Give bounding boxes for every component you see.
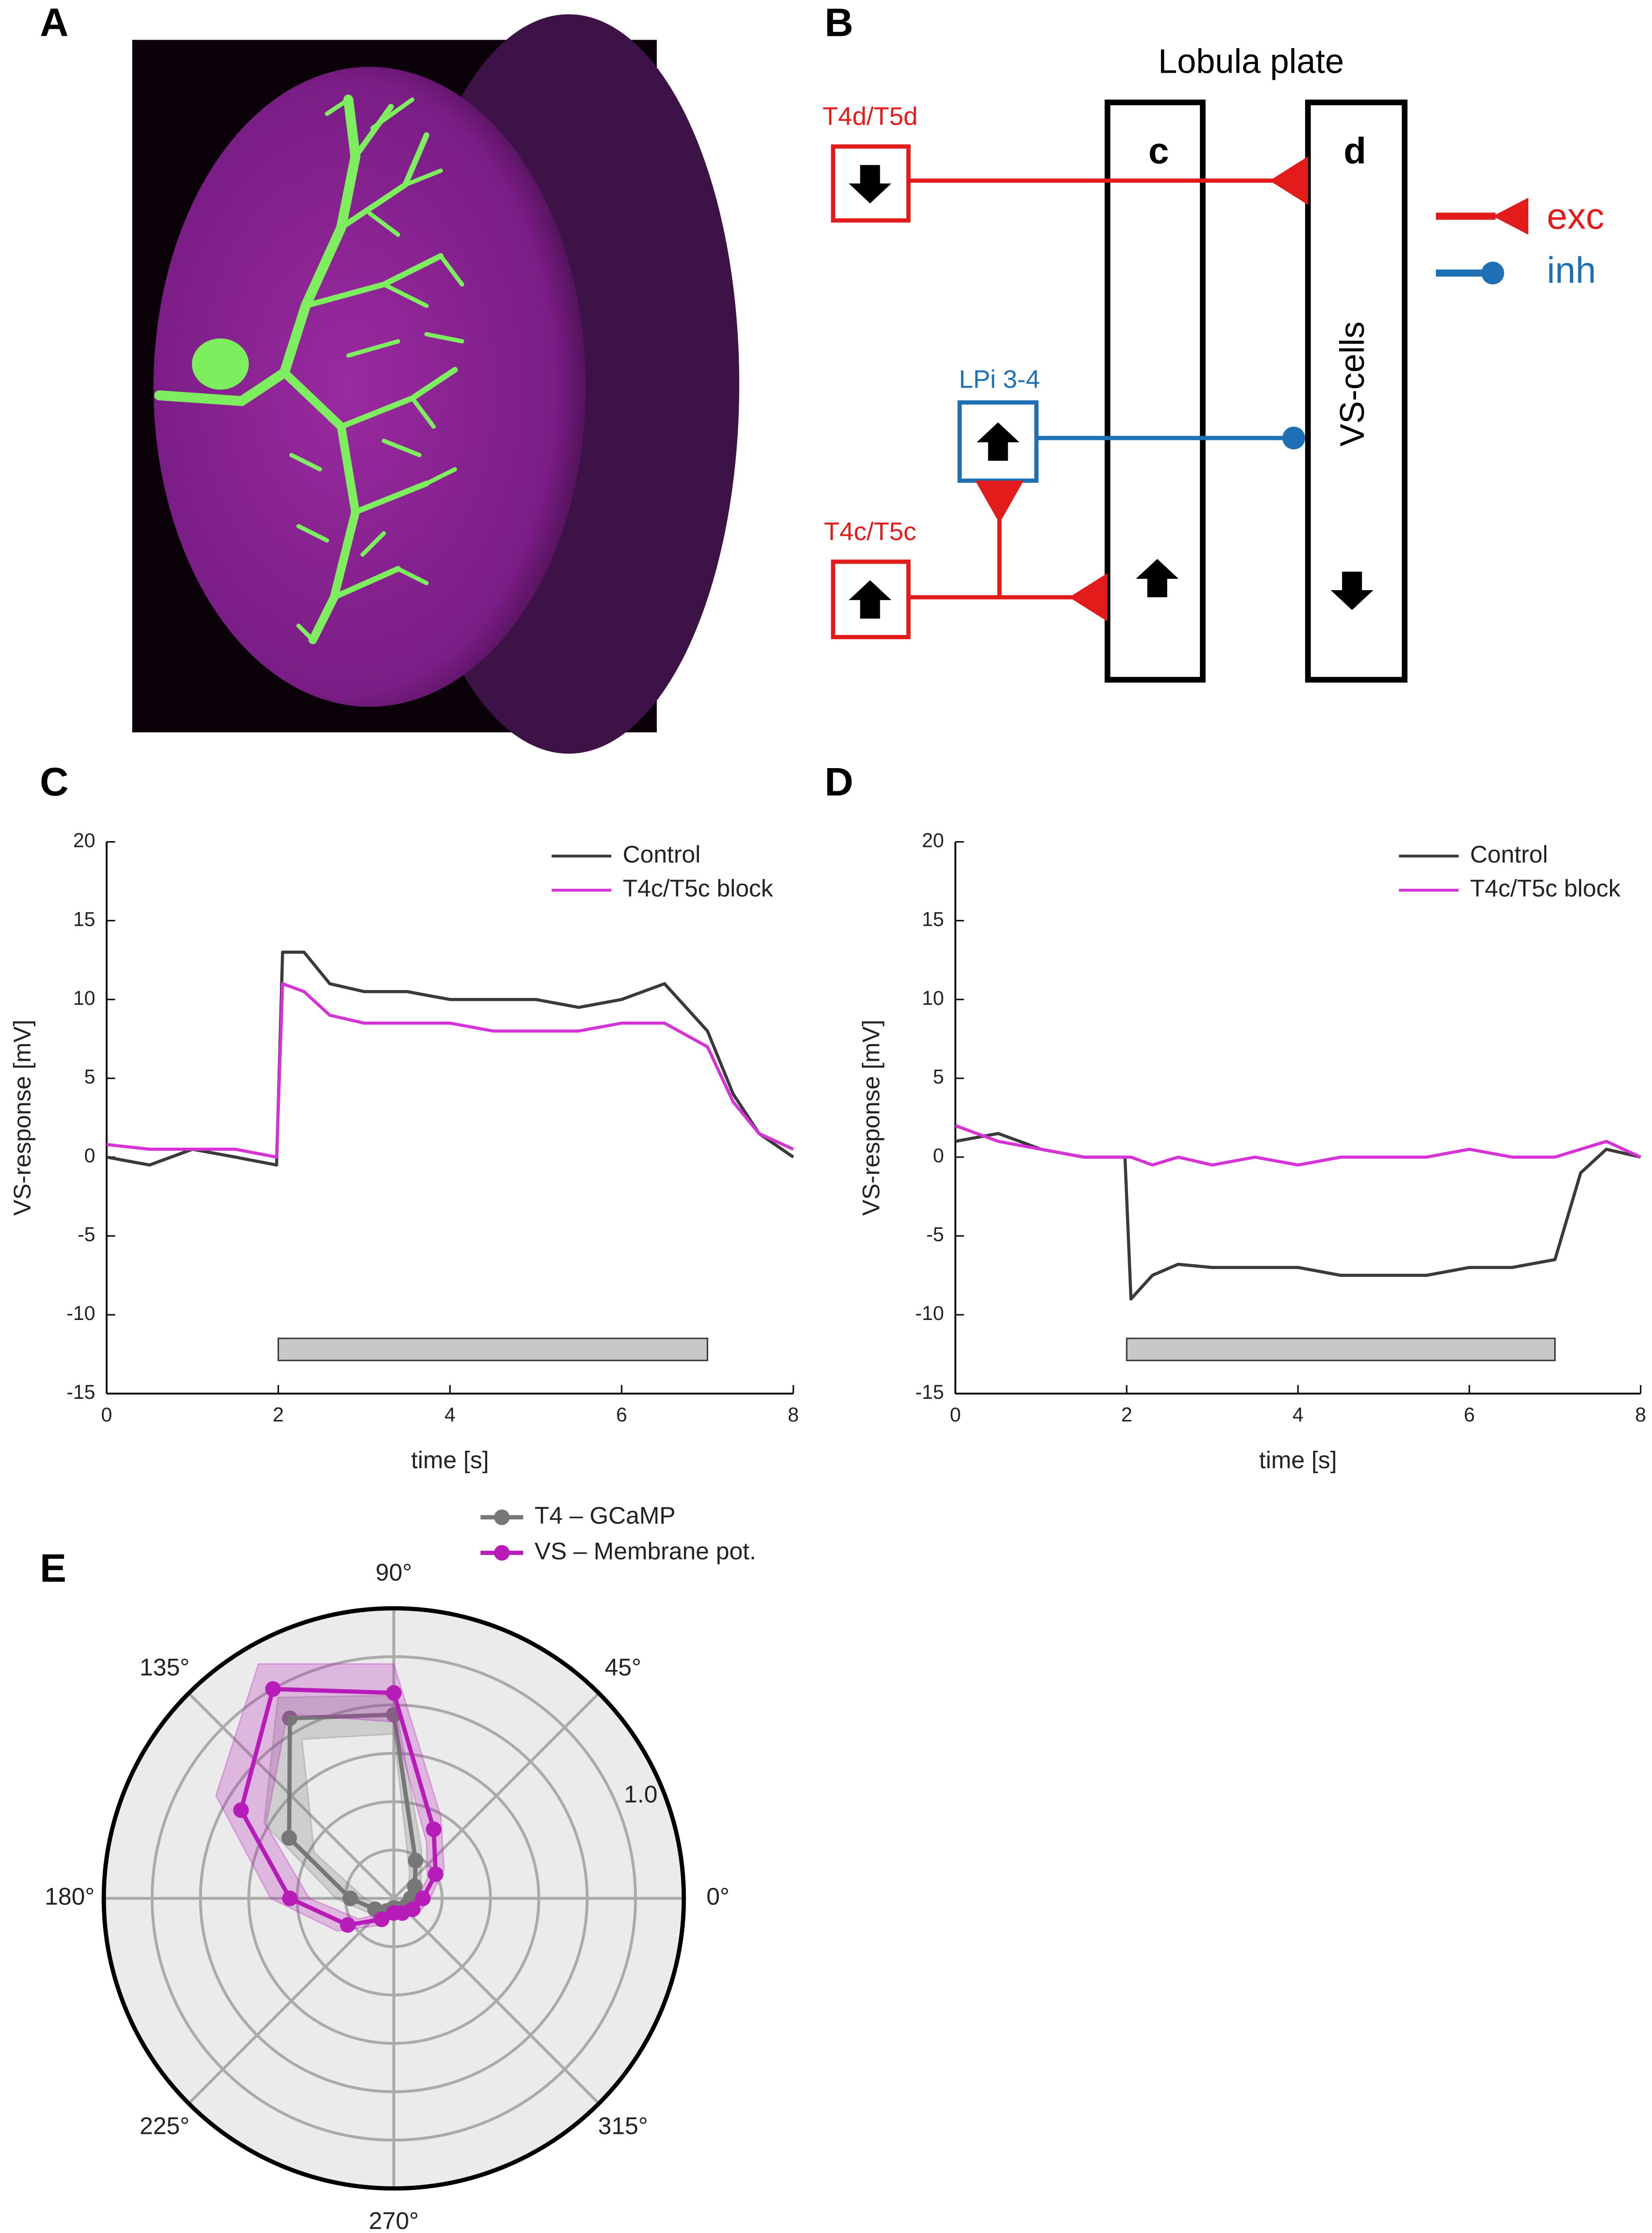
y-tick-label: -5 — [927, 1223, 944, 1245]
legend-marker — [494, 1509, 510, 1525]
neuron-label: LPi 3-4 — [959, 365, 1040, 394]
y-tick-label: -15 — [915, 1381, 944, 1403]
x-tick-label: 4 — [1292, 1404, 1303, 1426]
layer — [1104, 99, 1206, 683]
trace — [106, 982, 794, 1159]
marker — [374, 1911, 390, 1928]
trace — [106, 950, 794, 1167]
legend-label: Control — [623, 841, 700, 868]
y-axis-label: VS-response [mV] — [858, 1020, 885, 1216]
x-tick-label: 6 — [616, 1404, 627, 1426]
region-label: Lobula plate — [1158, 43, 1344, 81]
y-tick-label: 5 — [933, 1066, 944, 1088]
legend-marker — [494, 1545, 510, 1561]
neuron-label: T4d/T5d — [822, 102, 918, 130]
theta-tick-label: 135° — [140, 1654, 190, 1681]
y-tick-label: -10 — [915, 1302, 944, 1324]
marker — [407, 1878, 423, 1895]
y-tick-label: 0 — [933, 1144, 944, 1167]
marker — [282, 1890, 298, 1906]
layer-label: d — [1344, 130, 1366, 171]
x-tick-label: 0 — [101, 1404, 112, 1426]
trace — [954, 1124, 1642, 1167]
theta-tick-label: 0° — [707, 1883, 730, 1910]
x-tick-label: 2 — [273, 1404, 284, 1426]
theta-tick-label: 180° — [45, 1883, 95, 1910]
polar-frame — [101, 1606, 686, 2191]
marker — [428, 1866, 444, 1882]
y-tick-label: 20 — [73, 829, 95, 851]
marker — [340, 1917, 356, 1933]
theta-tick-label: 45° — [605, 1654, 641, 1681]
legend-label: T4 – GCaMP — [535, 1502, 676, 1529]
x-tick-label: 8 — [1635, 1404, 1646, 1426]
y-tick-label: 15 — [922, 908, 944, 930]
legend-label: Control — [1470, 841, 1548, 868]
y-tick-label: -10 — [67, 1302, 95, 1324]
r-tick-label: 1.0 — [624, 1781, 657, 1808]
grid-spoke — [393, 1897, 600, 2105]
x-tick-label: 0 — [950, 1404, 961, 1426]
marker — [405, 1901, 421, 1917]
theta-tick-label: 270° — [369, 2207, 419, 2233]
micrograph — [132, 14, 740, 754]
marker — [342, 1890, 358, 1906]
x-tick-label: 6 — [1464, 1404, 1475, 1426]
legend-label: exc — [1547, 195, 1604, 237]
marker — [233, 1802, 249, 1818]
y-tick-label: 5 — [84, 1066, 95, 1088]
circuit-diagram: Lobula plate c d VS-cells T4d/T5d LPi 3-… — [822, 43, 1604, 683]
layer — [1305, 99, 1408, 683]
y-tick-label: 20 — [922, 829, 944, 851]
y-tick-label: -5 — [77, 1223, 95, 1245]
stimulus-bar — [1126, 1337, 1556, 1362]
marker — [281, 1830, 297, 1846]
legend-label: VS – Membrane pot. — [535, 1538, 756, 1565]
panel-label: E — [40, 1546, 66, 1590]
layer-label: c — [1148, 130, 1169, 171]
panel-label: D — [825, 760, 853, 804]
theta-tick-label: 90° — [376, 1559, 412, 1586]
grid-spoke — [187, 1897, 395, 2105]
marker — [265, 1681, 281, 1697]
x-tick-label: 8 — [788, 1404, 799, 1426]
y-tick-label: 0 — [84, 1144, 95, 1167]
legend-label: inh — [1547, 249, 1596, 291]
marker — [426, 1821, 442, 1837]
marker — [407, 1852, 423, 1869]
y-tick-label: -15 — [67, 1381, 95, 1403]
marker — [282, 1710, 298, 1726]
cell-label: VS-cells — [1334, 321, 1372, 447]
legend-label: T4c/T5c block — [1470, 875, 1620, 902]
marker — [415, 1890, 431, 1906]
x-axis-label: time [s] — [1259, 1446, 1337, 1473]
theta-tick-label: 225° — [140, 2112, 190, 2139]
y-tick-label: 10 — [73, 987, 95, 1009]
neuron-label: T4c/T5c — [824, 517, 916, 546]
legend-label: T4c/T5c block — [623, 875, 773, 902]
x-tick-label: 2 — [1121, 1404, 1132, 1426]
grid-spoke — [393, 1692, 600, 1900]
x-tick-label: 4 — [445, 1404, 455, 1426]
panel-label: A — [40, 0, 68, 45]
marker — [386, 1685, 402, 1701]
panel-label: C — [40, 760, 68, 804]
y-axis-label: VS-response [mV] — [9, 1020, 36, 1216]
x-axis-label: time [s] — [411, 1446, 489, 1473]
y-tick-label: 15 — [73, 908, 95, 930]
theta-tick-label: 315° — [598, 2112, 648, 2139]
panel-label: B — [825, 0, 853, 45]
stimulus-bar — [278, 1337, 708, 1362]
y-tick-label: 10 — [922, 987, 944, 1009]
